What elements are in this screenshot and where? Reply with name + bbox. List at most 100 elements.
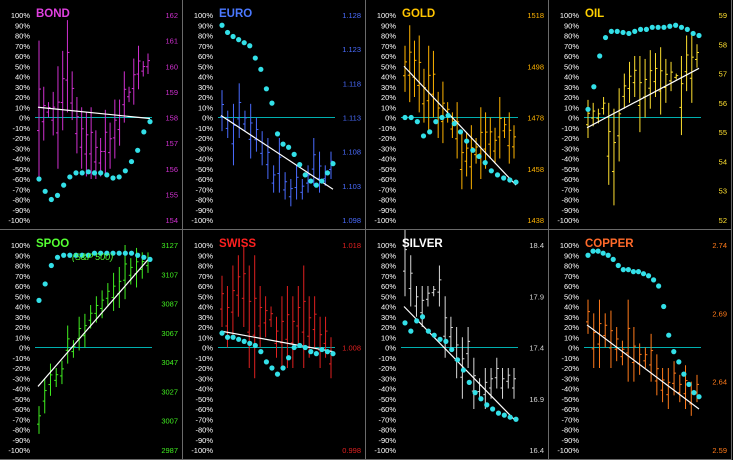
left-tick-label: 10% [381, 333, 396, 342]
oscillator-dot [454, 357, 461, 363]
left-tick-label: -100% [374, 216, 396, 225]
oscillator-dot [280, 365, 286, 371]
left-tick-label: 0% [385, 344, 396, 353]
oscillator-dot [135, 147, 141, 153]
oscillator-dot [263, 86, 269, 92]
trend-line [220, 114, 334, 190]
left-tick-label: 70% [564, 272, 579, 281]
chart-panel-euro: 100% 90% 80% 70% 60% 50% 40% 30% 20% 10% 0% -10% -20… [183, 0, 366, 230]
oscillator-dot [460, 367, 467, 373]
left-tick-label: 60% [564, 52, 579, 61]
left-tick-label: 100% [11, 241, 31, 250]
oscillator-dot [319, 346, 325, 353]
left-tick-label: 20% [198, 93, 213, 102]
oscillator-dot [230, 33, 236, 40]
left-tick-label: 20% [198, 323, 213, 332]
oscillator-dot [79, 252, 85, 258]
left-tick-label: -100% [557, 216, 579, 225]
right-tick-label: 158 [165, 114, 178, 123]
left-tick-label: 10% [15, 103, 30, 112]
chart-svg: 100%90% 80%70%60%50% 40%30%20%10% 0%-10%-20… [183, 230, 366, 460]
left-tick-label: 0% [202, 114, 213, 123]
right-tick-label: 2.69 [712, 309, 727, 318]
left-tick-label: 100% [194, 11, 214, 20]
left-tick-label: -20% [378, 134, 396, 143]
left-tick-label: -20% [195, 134, 213, 143]
left-tick-label: 80% [15, 262, 30, 271]
right-tick-label: 52 [719, 216, 727, 225]
oscillator-dot [482, 160, 488, 166]
oscillator-dot [308, 178, 314, 184]
left-tick-label: -30% [378, 144, 396, 153]
right-tick-label: 56 [719, 99, 727, 108]
oscillator-dot [626, 30, 632, 37]
trend-line [37, 106, 151, 120]
oscillator-dot [640, 271, 647, 277]
left-tick-label: -40% [195, 385, 213, 394]
left-tick-label: 80% [198, 262, 213, 271]
oscillator-dot [98, 170, 104, 176]
right-tick-label: 3087 [161, 300, 178, 309]
left-tick-label: -30% [12, 374, 30, 383]
right-tick-label: 157 [165, 139, 178, 148]
oscillator-dot [495, 410, 502, 416]
right-tick-label: 3047 [161, 358, 178, 367]
trend-line [586, 67, 700, 129]
right-tick-label: 1.098 [342, 216, 361, 225]
left-tick-label: 30% [381, 313, 396, 322]
left-tick-label: -60% [195, 175, 213, 184]
oscillator-dot [488, 168, 494, 174]
chart-panel-copper: 100% 90% 80% 70% 60% 50% 40% 30% 20% 10% 0% -10% -20… [549, 230, 732, 460]
chart-panel-oil: 100% 90% 80% 70% 60% 50% 40% 30% 20% 10% 0% -10% -20… [549, 0, 732, 230]
chart-title: COPPER [585, 238, 634, 250]
oscillator-dot [478, 396, 484, 402]
left-tick-label: 70% [381, 42, 396, 51]
right-tick-label: 1.128 [342, 11, 361, 20]
right-tick-label: 16.4 [529, 446, 544, 455]
oscillator-dot [637, 26, 644, 32]
right-tick-label: 1.123 [342, 45, 361, 54]
oscillator-dot [147, 256, 153, 262]
left-tick-label: 70% [564, 42, 579, 51]
left-tick-label: -50% [561, 165, 579, 174]
trend-line [220, 330, 334, 353]
right-tick-label: 1.103 [342, 182, 361, 191]
right-tick-label: 17.9 [529, 292, 544, 301]
left-tick-label: 50% [564, 62, 579, 71]
left-tick-label: -40% [378, 155, 396, 164]
oscillator-dot [122, 250, 128, 256]
left-tick-label: -50% [12, 395, 30, 404]
chart-panel-gold: 100% 90% 80% 70% 60% 50% 40% 30% 20% 10% 0% -10% -20… [366, 0, 549, 230]
oscillator-dot [269, 365, 275, 371]
left-tick-label: 80% [15, 32, 30, 41]
oscillator-dot [472, 390, 478, 396]
left-tick-label: -90% [561, 206, 579, 215]
right-tick-label: 59 [719, 11, 727, 20]
left-tick-label: 100% [194, 241, 214, 250]
oscillator-dot [661, 24, 667, 30]
left-tick-label: 60% [198, 52, 213, 61]
right-tick-label: 162 [165, 11, 178, 20]
left-tick-label: 80% [564, 32, 579, 41]
left-tick-label: -100% [8, 446, 30, 455]
oscillator-dot [696, 394, 702, 400]
left-tick-label: -10% [12, 124, 30, 133]
right-tick-label: 155 [165, 190, 178, 199]
left-tick-label: 50% [381, 292, 396, 301]
chart-panel-silver: 100% 90% 80% 70% 60% 50% 40% 30% 20% 10% 0% -10% -20… [366, 230, 549, 460]
chart-svg: 100%90% 80%70%60%50% 40%30%20%10% 0%-10%-20… [366, 0, 549, 230]
oscillator-dot [490, 406, 496, 412]
oscillator-dot [308, 349, 314, 355]
oscillator-dot [585, 252, 591, 258]
left-tick-label: 30% [564, 313, 579, 322]
oscillator-dot [274, 371, 281, 377]
oscillator-dot [466, 379, 472, 385]
oscillator-dot [501, 412, 507, 418]
left-tick-label: 10% [564, 333, 579, 342]
right-tick-label: 57 [719, 70, 727, 79]
chart-svg: 100%90% 80%70%60%50% 40%30%20%10% 0%-10%-20… [549, 0, 732, 230]
left-tick-label: 40% [198, 303, 213, 312]
oscillator-dot [36, 297, 42, 303]
oscillator-dot [513, 416, 519, 422]
left-tick-label: 80% [564, 262, 579, 271]
